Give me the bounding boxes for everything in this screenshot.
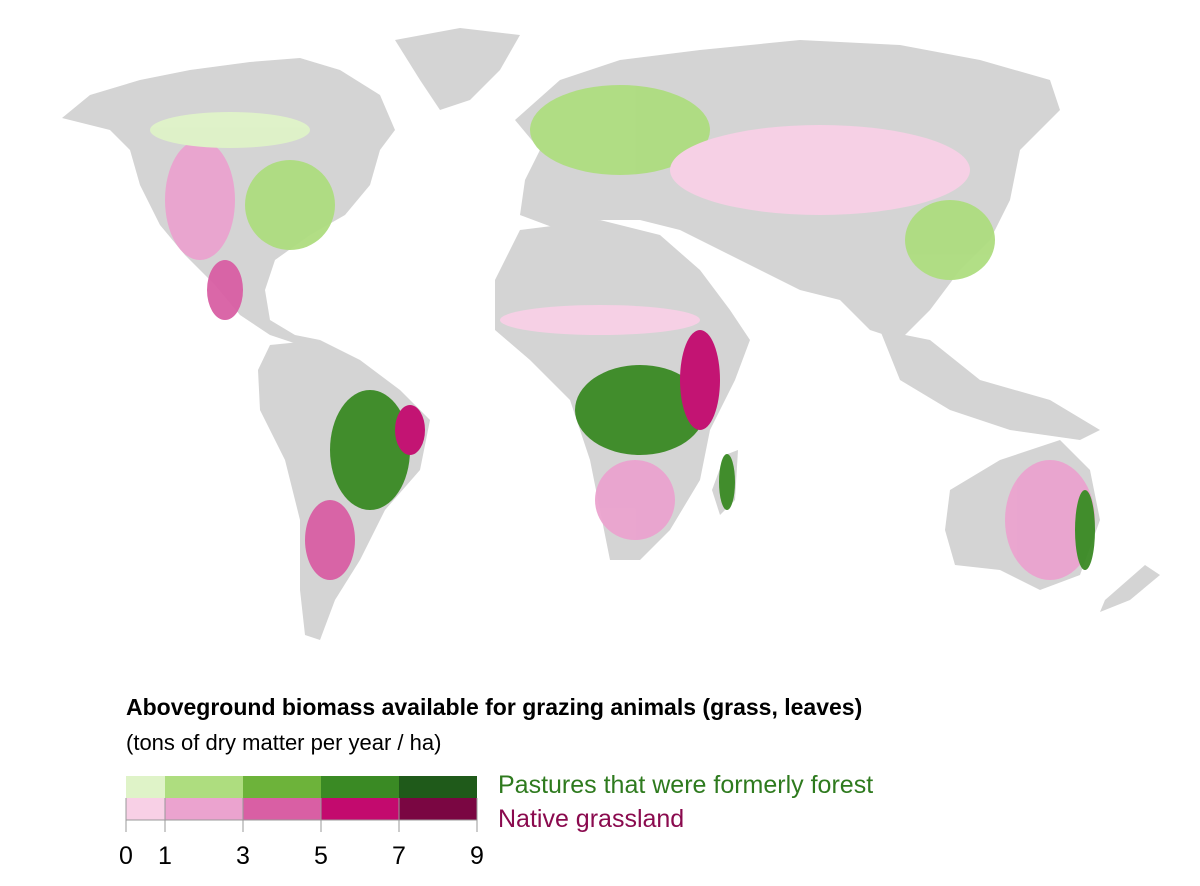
region-argentina-pink <box>305 500 355 580</box>
region-china-green <box>905 200 995 280</box>
region-brazil-green <box>330 390 410 510</box>
legend-swatch <box>165 776 243 798</box>
legend-label-forest-pastures: Pastures that were formerly forest <box>498 771 874 799</box>
region-central-africa-green <box>575 365 705 455</box>
legend-tick-label: 1 <box>158 842 172 870</box>
legend-swatch <box>321 798 399 820</box>
region-mexico-pink <box>207 260 243 320</box>
region-madagascar-green <box>719 454 735 510</box>
region-sahel-pink <box>500 305 700 335</box>
region-central-asia-pink <box>670 125 970 215</box>
legend-swatch <box>399 776 477 798</box>
region-east-africa-pink <box>680 330 720 430</box>
legend-swatch <box>243 776 321 798</box>
legend-swatch <box>126 776 165 798</box>
region-australia-pink <box>1005 460 1095 580</box>
legend-swatch <box>321 776 399 798</box>
legend-swatch <box>399 798 477 820</box>
region-us-east-green <box>245 160 335 250</box>
legend-tick-label: 0 <box>119 842 133 870</box>
new-zealand <box>1100 565 1160 612</box>
region-australia-east-green <box>1075 490 1095 570</box>
region-canada-green <box>150 112 310 148</box>
legend-tick-label: 5 <box>314 842 328 870</box>
southeast-asia <box>880 330 1100 440</box>
legend-tick-label: 9 <box>470 842 484 870</box>
legend-tick-label: 3 <box>236 842 250 870</box>
region-europe-green <box>530 85 710 175</box>
legend-title: Aboveground biomass available for grazin… <box>126 694 863 720</box>
world-map <box>62 28 1160 640</box>
region-brazil-ne-pink <box>395 405 425 455</box>
greenland <box>395 28 520 110</box>
legend-swatch <box>126 798 165 820</box>
region-us-plains-pink <box>165 140 235 260</box>
legend-swatch <box>165 798 243 820</box>
legend-label-native-grassland: Native grassland <box>498 805 685 833</box>
biomass-overlay <box>150 85 1095 580</box>
legend-swatch <box>243 798 321 820</box>
legend-tick-label: 7 <box>392 842 406 870</box>
legend-subtitle: (tons of dry matter per year / ha) <box>126 730 442 755</box>
region-south-africa-pink <box>595 460 675 540</box>
